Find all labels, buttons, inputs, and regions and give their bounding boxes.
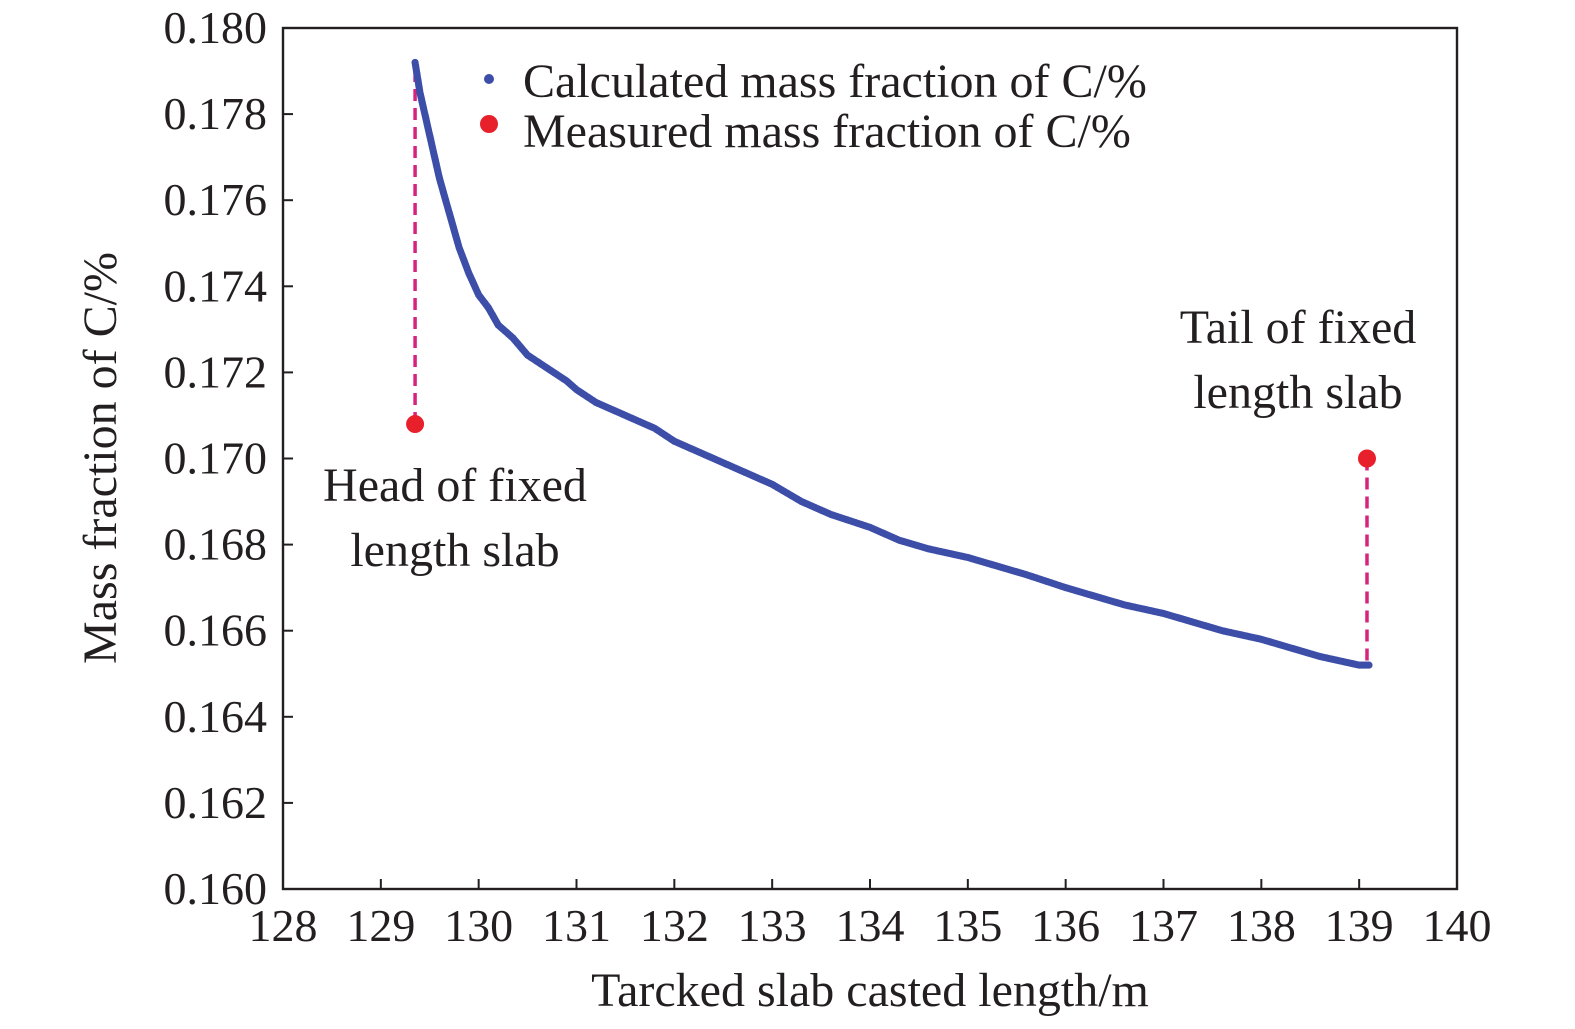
legend-marker-measured xyxy=(480,115,498,133)
x-tick-label: 138 xyxy=(1227,900,1296,951)
y-tick-label: 0.174 xyxy=(164,260,268,311)
legend-label-calculated: Calculated mass fraction of C/% xyxy=(523,55,1147,108)
measured-point xyxy=(1357,449,1376,468)
y-tick-label: 0.164 xyxy=(164,691,268,742)
y-tick-label: 0.178 xyxy=(164,88,268,139)
y-tick-label: 0.176 xyxy=(164,174,268,225)
x-tick-label: 140 xyxy=(1423,900,1492,951)
measured-point xyxy=(406,415,425,434)
x-tick-label: 135 xyxy=(933,900,1002,951)
y-tick-label: 0.168 xyxy=(164,519,268,570)
x-tick-label: 130 xyxy=(444,900,513,951)
annotation-head-line2: length slab xyxy=(350,524,559,577)
y-tick-label: 0.172 xyxy=(164,346,268,397)
legend-label-measured: Measured mass fraction of C/% xyxy=(523,105,1131,158)
x-tick-label: 137 xyxy=(1129,900,1198,951)
x-tick-label: 139 xyxy=(1325,900,1394,951)
y-tick-label: 0.162 xyxy=(164,777,268,828)
x-axis-ticks: 128 129 130 131 132 133 134 135 136 137 138 139 140 xyxy=(249,879,1492,951)
y-axis-title: Mass fraction of C/% xyxy=(74,252,127,664)
y-tick-label: 0.180 xyxy=(164,2,268,53)
y-tick-label: 0.160 xyxy=(164,863,268,914)
x-tick-label: 129 xyxy=(346,900,415,951)
annotation-tail-line1: Tail of fixed xyxy=(1180,301,1417,354)
x-tick-label: 134 xyxy=(836,900,905,951)
annotation-tail: Tail of fixed length slab xyxy=(1180,301,1417,419)
legend-marker-calculated xyxy=(484,74,494,84)
annotation-head-line1: Head of fixed xyxy=(323,459,587,512)
y-axis-ticks: 0.160 0.162 0.164 0.166 0.168 0.170 0.172 0.174… xyxy=(164,2,293,914)
y-tick-label: 0.170 xyxy=(164,433,268,484)
annotation-tail-line2: length slab xyxy=(1193,366,1402,419)
measured-series xyxy=(406,415,1376,468)
y-tick-label: 0.166 xyxy=(164,605,268,656)
annotation-head: Head of fixed length slab xyxy=(323,459,587,577)
x-axis-title: Tarcked slab casted length/m xyxy=(591,964,1149,1017)
legend: Calculated mass fraction of C/% Measured… xyxy=(480,55,1147,158)
x-tick-label: 136 xyxy=(1031,900,1100,951)
annotation-connectors xyxy=(413,62,1369,666)
x-tick-label: 133 xyxy=(738,900,807,951)
x-tick-label: 128 xyxy=(249,900,318,951)
calculated-point xyxy=(1365,661,1373,669)
calculated-series xyxy=(411,58,1373,669)
x-tick-label: 131 xyxy=(542,900,611,951)
x-tick-label: 132 xyxy=(640,900,709,951)
